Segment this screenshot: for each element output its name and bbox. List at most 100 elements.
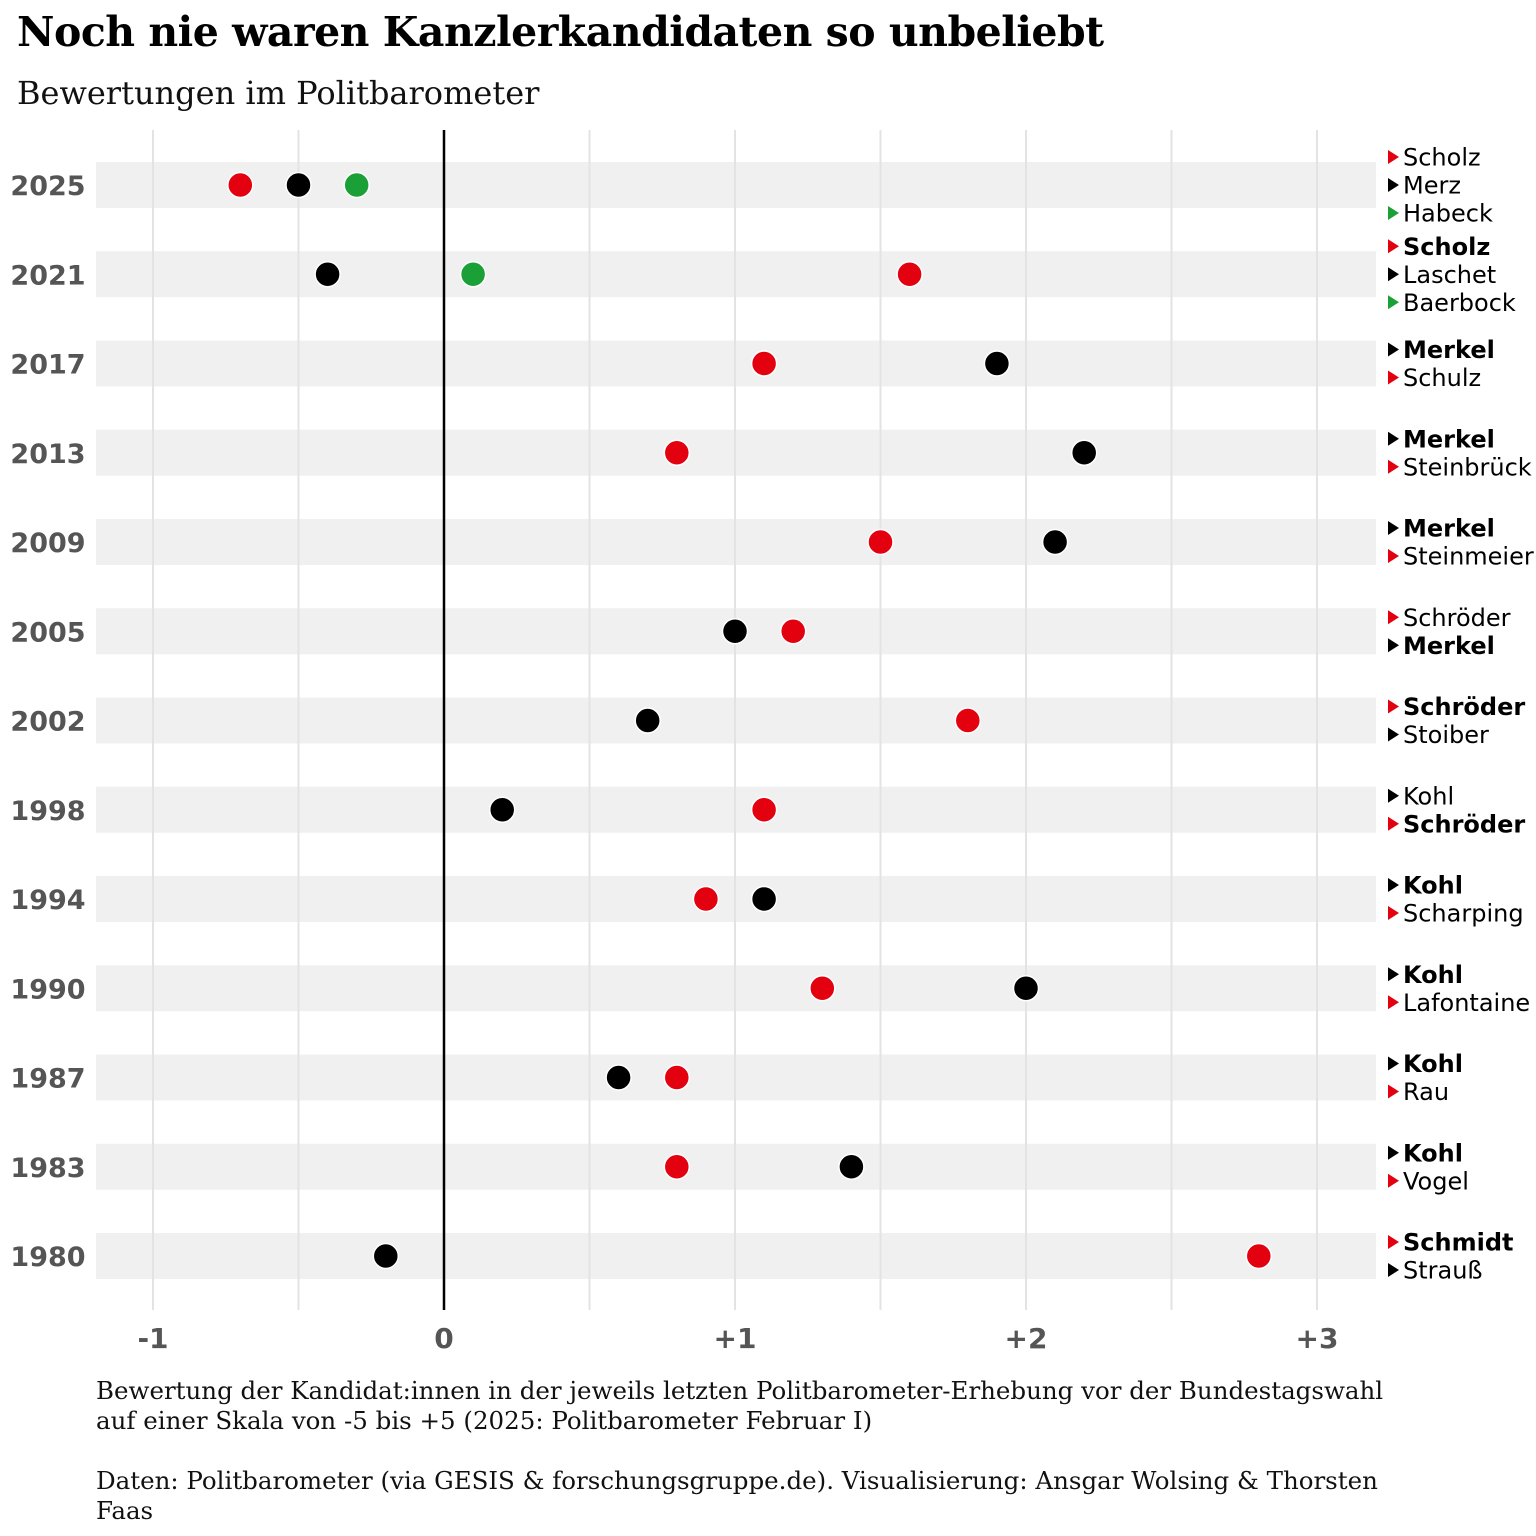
candidate-label-kohl-1987: Kohl bbox=[1403, 1050, 1463, 1078]
dot-lafontaine-1990 bbox=[809, 975, 836, 1002]
candidate-label-kohl-1983: Kohl bbox=[1403, 1139, 1463, 1167]
candidate-label-laschet-2021: Laschet bbox=[1403, 261, 1496, 289]
year-label-2009: 2009 bbox=[10, 528, 85, 559]
party-marker-icon bbox=[1388, 610, 1399, 625]
candidate-label-kohl-1998: Kohl bbox=[1403, 782, 1454, 810]
caption-source: Daten: Politbarometer (via GESIS & forsc… bbox=[96, 1466, 1378, 1525]
party-marker-icon bbox=[1388, 370, 1399, 385]
party-marker-icon bbox=[1388, 521, 1399, 535]
x-tick-label: +1 bbox=[714, 1322, 757, 1355]
candidate-label-baerbock-2021: Baerbock bbox=[1403, 289, 1516, 317]
dot-schroder-2005 bbox=[779, 618, 807, 645]
party-marker-icon bbox=[1388, 967, 1399, 982]
year-label-2002: 2002 bbox=[10, 707, 85, 738]
year-label-2021: 2021 bbox=[10, 260, 85, 291]
x-tick-label: +2 bbox=[1005, 1322, 1048, 1355]
dot-kohl-1987 bbox=[605, 1064, 632, 1091]
party-marker-icon bbox=[1388, 1235, 1399, 1249]
party-marker-icon bbox=[1388, 878, 1399, 892]
gridlines bbox=[152, 130, 1318, 1310]
dot-vogel-1983 bbox=[663, 1153, 691, 1180]
candidate-dots bbox=[227, 171, 1273, 1270]
party-marker-icon bbox=[1388, 239, 1399, 254]
party-marker-icon bbox=[1388, 459, 1399, 474]
x-axis-tick-labels: -1 0 +1 +2 +3 bbox=[137, 1322, 1338, 1355]
dot-schmidt-1980 bbox=[1245, 1242, 1273, 1270]
party-marker-icon bbox=[1388, 816, 1399, 831]
dot-schulz-2017 bbox=[750, 350, 778, 377]
party-marker-icon bbox=[1388, 638, 1399, 653]
year-label-1980: 1980 bbox=[10, 1242, 85, 1273]
dot-merkel-2005 bbox=[721, 618, 749, 645]
chart-subtitle: Bewertungen im Politbarometer bbox=[17, 74, 540, 112]
dot-merkel-2017 bbox=[983, 350, 1011, 377]
year-label-1983: 1983 bbox=[10, 1153, 85, 1184]
party-marker-icon bbox=[1388, 178, 1399, 192]
dot-scharping-1994 bbox=[692, 885, 720, 913]
dot-steinbruck-2013 bbox=[663, 439, 691, 466]
party-marker-icon bbox=[1388, 788, 1399, 803]
dot-schroder-2002 bbox=[954, 707, 982, 734]
x-tick-label: 0 bbox=[434, 1322, 453, 1355]
candidate-label-merkel-2013: Merkel bbox=[1403, 425, 1495, 453]
dot-schroder-1998 bbox=[750, 796, 778, 823]
x-tick-label: +3 bbox=[1296, 1322, 1339, 1355]
candidate-label-schmidt-1980: Schmidt bbox=[1403, 1229, 1513, 1257]
dot-kohl-1990 bbox=[1012, 975, 1040, 1002]
party-marker-icon bbox=[1388, 150, 1399, 164]
candidate-label-schulz-2017: Schulz bbox=[1403, 364, 1481, 392]
party-marker-icon bbox=[1388, 1145, 1399, 1160]
party-marker-icon bbox=[1388, 206, 1399, 220]
dot-laschet-2021 bbox=[314, 261, 341, 288]
candidate-label-scholz-2025: Scholz bbox=[1403, 144, 1481, 172]
dot-merkel-2013 bbox=[1070, 439, 1098, 466]
dot-kohl-1994 bbox=[750, 885, 778, 913]
dot-scholz-2025 bbox=[227, 171, 254, 199]
x-tick-label: -1 bbox=[137, 1322, 168, 1355]
party-marker-icon bbox=[1388, 342, 1399, 357]
dot-baerbock-2021 bbox=[459, 261, 487, 288]
dot-merkel-2009 bbox=[1041, 528, 1069, 556]
candidate-label-kohl-1990: Kohl bbox=[1403, 961, 1463, 989]
candidate-label-schroder-2005: Schröder bbox=[1403, 604, 1511, 632]
year-label-2005: 2005 bbox=[10, 617, 85, 648]
candidate-label-vogel-1983: Vogel bbox=[1403, 1167, 1469, 1195]
year-label-2025: 2025 bbox=[10, 171, 85, 202]
party-marker-icon bbox=[1388, 1084, 1399, 1099]
candidate-label-kohl-1994: Kohl bbox=[1403, 872, 1463, 900]
candidate-label-steinbruck-2013: Steinbrück bbox=[1403, 453, 1532, 481]
candidate-label-schroder-2002: Schröder bbox=[1403, 693, 1525, 721]
party-marker-icon bbox=[1388, 549, 1399, 563]
year-label-2013: 2013 bbox=[10, 439, 85, 470]
candidate-label-lafontaine-1990: Lafontaine bbox=[1403, 989, 1530, 1017]
candidate-label-merkel-2017: Merkel bbox=[1403, 336, 1495, 364]
dot-merz-2025 bbox=[285, 171, 312, 199]
dot-strauss-1980 bbox=[372, 1242, 400, 1270]
candidate-labels: ScholzMerzHabeckScholzLaschetBaerbockMer… bbox=[1388, 144, 1534, 1285]
party-marker-icon bbox=[1388, 267, 1399, 282]
party-marker-icon bbox=[1388, 1173, 1399, 1188]
year-label-1994: 1994 bbox=[10, 885, 85, 916]
chart-title: Noch nie waren Kanzlerkandidaten so unbe… bbox=[17, 8, 1104, 56]
candidate-label-scholz-2021: Scholz bbox=[1403, 233, 1490, 261]
dot-stoiber-2002 bbox=[634, 707, 661, 734]
dot-scholz-2021 bbox=[896, 261, 923, 288]
candidate-label-strauss-1980: Strauß bbox=[1403, 1257, 1483, 1285]
candidate-label-scharping-1994: Scharping bbox=[1403, 900, 1524, 928]
dot-kohl-1983 bbox=[838, 1153, 865, 1180]
candidate-label-merkel-2005: Merkel bbox=[1403, 632, 1495, 660]
candidate-label-merz-2025: Merz bbox=[1403, 172, 1461, 200]
candidate-label-stoiber-2002: Stoiber bbox=[1403, 721, 1489, 749]
dot-rau-1987 bbox=[663, 1064, 691, 1091]
party-marker-icon bbox=[1388, 431, 1399, 446]
party-marker-icon bbox=[1388, 1056, 1399, 1071]
party-marker-icon bbox=[1388, 699, 1399, 714]
year-labels: 2025 2021 2017 2013 2009 2005 2002 1998 1994 1990… bbox=[10, 171, 85, 1273]
year-label-1987: 1987 bbox=[10, 1064, 85, 1095]
dot-kohl-1998 bbox=[488, 796, 516, 823]
caption-note: Bewertung der Kandidat:innen in der jewe… bbox=[96, 1376, 1384, 1435]
dot-habeck-2025 bbox=[343, 171, 370, 199]
dot-steinmeier-2009 bbox=[867, 528, 894, 556]
candidate-label-schroder-1998: Schröder bbox=[1403, 810, 1525, 838]
year-label-1998: 1998 bbox=[10, 796, 85, 827]
